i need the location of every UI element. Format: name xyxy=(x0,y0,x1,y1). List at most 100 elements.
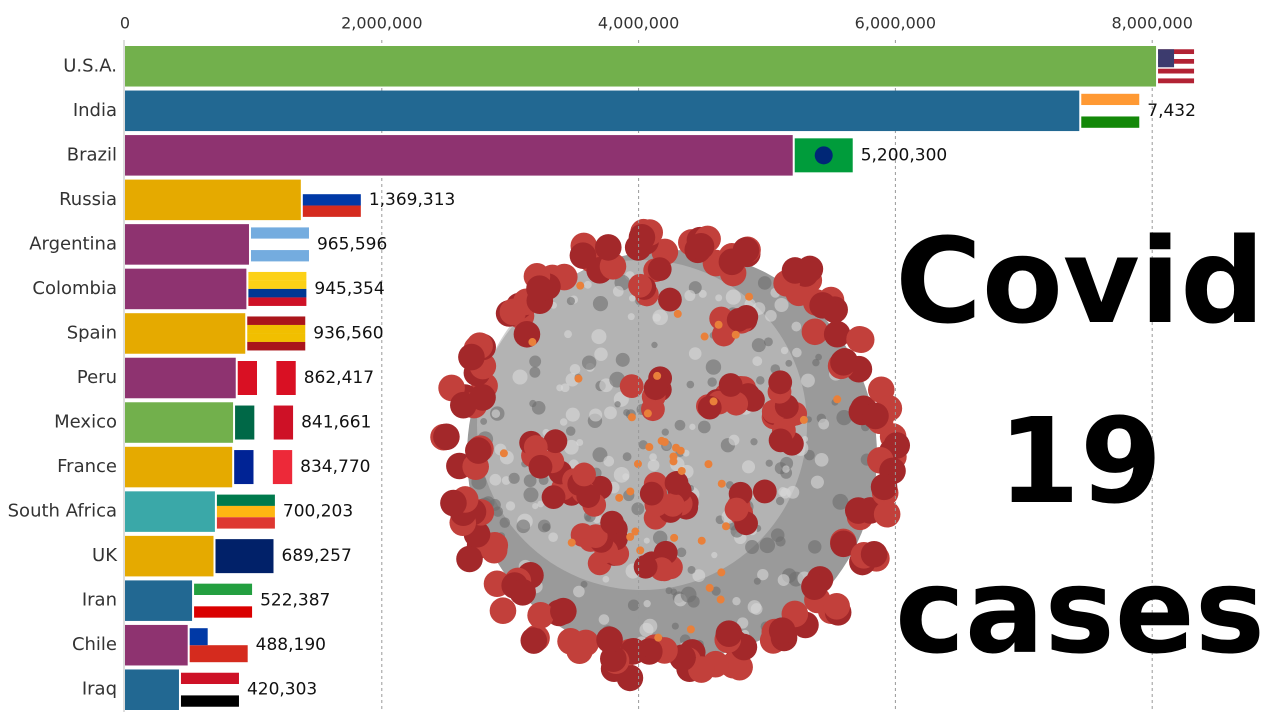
virus-spike xyxy=(724,479,777,536)
flag-stripe xyxy=(215,539,274,574)
virus-protein xyxy=(654,633,663,642)
virus-texture xyxy=(711,551,718,559)
virus-texture xyxy=(689,423,696,430)
bar xyxy=(125,46,1157,87)
virus-texture xyxy=(836,409,852,426)
annotation: Covid xyxy=(895,212,1265,350)
virus-texture xyxy=(812,358,820,367)
virus-texture xyxy=(745,540,760,554)
virus-texture xyxy=(631,502,645,516)
category-label: Mexico xyxy=(54,412,117,433)
flag xyxy=(237,361,296,395)
virus-protein xyxy=(700,332,709,341)
flag-stripe xyxy=(302,205,361,217)
virus-texture xyxy=(751,338,766,353)
x-tick-label: 8,000,000 xyxy=(1111,14,1192,33)
virus-texture xyxy=(647,459,660,472)
virus-protein xyxy=(705,583,714,592)
virus-texture xyxy=(592,447,608,463)
annotation: cases xyxy=(895,542,1265,680)
virus-spike xyxy=(848,376,903,435)
flag-stripe xyxy=(180,672,239,685)
virus-texture xyxy=(686,380,695,389)
virus-texture xyxy=(687,565,696,574)
category-label: Chile xyxy=(72,634,117,655)
value-label: 862,417 xyxy=(304,368,374,388)
virus-texture xyxy=(728,434,740,446)
bar xyxy=(125,535,214,577)
flag-stripe xyxy=(216,505,275,518)
virus-spike xyxy=(458,332,497,387)
category-label: Colombia xyxy=(32,278,117,299)
virus-texture xyxy=(591,329,607,345)
virus-texture xyxy=(523,487,539,503)
bar xyxy=(125,446,233,488)
virus-protein xyxy=(833,395,842,404)
spike-part xyxy=(687,233,715,260)
spike-part xyxy=(513,320,541,348)
virus-protein xyxy=(717,479,726,488)
flag-stripe xyxy=(247,316,306,325)
spike-part xyxy=(520,627,548,654)
virus-protein xyxy=(576,281,585,290)
flag-stripe xyxy=(247,333,306,342)
virus-texture xyxy=(556,384,564,392)
virus-spike xyxy=(844,473,901,531)
flag-stripe xyxy=(180,684,239,696)
virus-texture xyxy=(801,373,815,388)
bar xyxy=(125,313,246,354)
virus-texture xyxy=(765,459,773,467)
virus-spike xyxy=(520,597,584,655)
spike-part xyxy=(528,454,553,479)
spike-part xyxy=(594,234,622,261)
flag-emblem xyxy=(814,146,833,165)
bar xyxy=(125,90,1080,132)
spike-part xyxy=(600,510,625,535)
virus-texture xyxy=(775,496,785,506)
virus-spike xyxy=(669,639,729,683)
virus-texture xyxy=(602,575,610,583)
virus-texture xyxy=(661,428,669,436)
spike-part xyxy=(480,536,508,564)
virus-texture xyxy=(639,622,654,637)
spike-part xyxy=(433,423,460,451)
spike-part xyxy=(523,435,548,459)
virus-texture xyxy=(832,493,849,510)
flag-stripe xyxy=(273,405,294,440)
category-label: Spain xyxy=(67,322,117,343)
value-label: 7,432 xyxy=(1147,101,1196,121)
virus-texture xyxy=(814,452,829,467)
bar-chart: 0 2,000,000 4,000,000 6,000,000 8,000,000 U.S… xyxy=(8,14,1196,712)
virus-protein xyxy=(633,459,642,468)
flag-stripe xyxy=(247,341,306,351)
flag-stripe xyxy=(234,450,254,485)
virus-texture xyxy=(711,586,721,596)
flag-stripe xyxy=(216,517,275,529)
virus-texture xyxy=(581,355,597,370)
bar xyxy=(125,624,188,666)
virus-texture xyxy=(741,460,756,474)
virus-texture xyxy=(516,519,531,534)
virus-protein xyxy=(670,533,679,542)
virus-texture xyxy=(649,453,657,461)
flag-stripe xyxy=(189,645,248,663)
virus-texture xyxy=(777,574,790,586)
bar xyxy=(125,357,236,399)
flag-stripe xyxy=(1081,105,1140,117)
virus-texture xyxy=(684,290,696,302)
spike-part xyxy=(724,497,749,522)
flag xyxy=(794,138,853,173)
x-tick-label: 0 xyxy=(120,14,130,33)
virus-texture xyxy=(692,569,706,583)
virus-spike xyxy=(759,600,819,654)
flag-stripe xyxy=(250,227,309,239)
category-label: Iraq xyxy=(82,679,117,700)
virus-protein xyxy=(799,415,808,424)
virus-texture xyxy=(725,289,741,305)
flag xyxy=(234,450,293,485)
virus-texture xyxy=(512,369,528,385)
spike-part xyxy=(458,343,485,371)
spike-part xyxy=(830,349,857,376)
spike-part xyxy=(456,545,483,573)
